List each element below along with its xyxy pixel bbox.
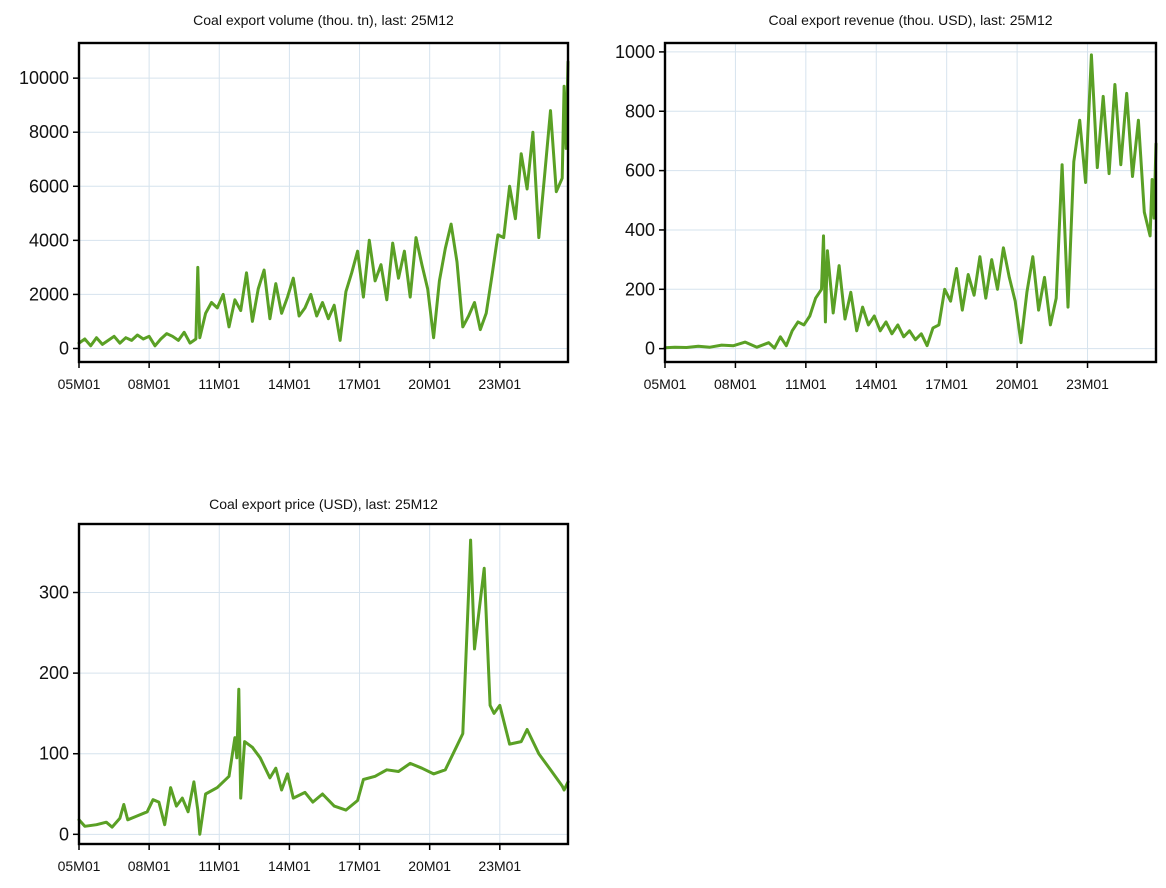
volume-x-tick-label: 05M01 xyxy=(58,376,101,392)
price-x-tick-label: 17M01 xyxy=(338,858,381,874)
volume-plot-frame xyxy=(77,41,570,364)
volume-y-tick-label: 4000 xyxy=(29,230,69,250)
volume-y-tick-label: 0 xyxy=(59,338,69,358)
volume-x-tick-label: 20M01 xyxy=(408,376,451,392)
volume-x-tick-label: 11M01 xyxy=(198,376,240,392)
revenue-y-tick-label: 200 xyxy=(625,279,655,299)
revenue-y-tick-label: 0 xyxy=(645,339,655,359)
price-y-tick-label: 200 xyxy=(39,663,69,683)
revenue-x-tick-label: 05M01 xyxy=(644,376,687,392)
revenue-plot-frame xyxy=(663,41,1158,364)
price-chart: Coal export price (USD), last: 25M12 0 100… xyxy=(39,496,570,874)
price-x-tick-label: 20M01 xyxy=(408,858,451,874)
volume-y-tick-label: 2000 xyxy=(29,284,69,304)
revenue-chart-title: Coal export revenue (thou. USD), last: 2… xyxy=(768,12,1052,28)
price-plot-frame xyxy=(77,522,570,846)
revenue-y-tick-label: 800 xyxy=(625,101,655,121)
price-chart-title: Coal export price (USD), last: 25M12 xyxy=(209,496,438,512)
volume-x-tick-label: 17M01 xyxy=(338,376,381,392)
revenue-x-tick-label: 20M01 xyxy=(996,376,1039,392)
revenue-y-tick-label: 400 xyxy=(625,220,655,240)
volume-x-tick-label: 14M01 xyxy=(268,376,311,392)
price-y-tick-label: 100 xyxy=(39,744,69,764)
volume-x-tick-label: 23M01 xyxy=(478,376,521,392)
revenue-x-tick-label: 14M01 xyxy=(855,376,898,392)
volume-x-tick-label: 08M01 xyxy=(128,376,171,392)
revenue-y-tick-label: 600 xyxy=(625,161,655,181)
volume-chart: Coal export volume (thou. tn), last: 25M… xyxy=(19,12,570,392)
price-x-tick-label: 11M01 xyxy=(198,858,240,874)
revenue-series-line xyxy=(663,53,1158,350)
price-x-tick-label: 23M01 xyxy=(478,858,521,874)
revenue-x-tick-label: 08M01 xyxy=(714,376,757,392)
revenue-y-tick-label: 1000 xyxy=(615,42,655,62)
revenue-x-tick-label: 17M01 xyxy=(925,376,968,392)
price-series-line xyxy=(77,538,570,836)
price-x-tick-label: 14M01 xyxy=(268,858,311,874)
revenue-x-tick-label: 11M01 xyxy=(785,376,827,392)
price-y-tick-label: 0 xyxy=(59,824,69,844)
revenue-chart: Coal export revenue (thou. USD), last: 2… xyxy=(615,12,1158,392)
price-y-tick-label: 300 xyxy=(39,583,69,603)
revenue-x-tick-label: 23M01 xyxy=(1066,376,1109,392)
volume-y-tick-label: 10000 xyxy=(19,68,69,88)
volume-y-tick-label: 8000 xyxy=(29,122,69,142)
volume-chart-title: Coal export volume (thou. tn), last: 25M… xyxy=(193,12,454,28)
price-x-tick-label: 05M01 xyxy=(58,858,101,874)
price-x-tick-label: 08M01 xyxy=(128,858,171,874)
volume-series-line xyxy=(77,60,570,348)
volume-y-tick-label: 6000 xyxy=(29,176,69,196)
